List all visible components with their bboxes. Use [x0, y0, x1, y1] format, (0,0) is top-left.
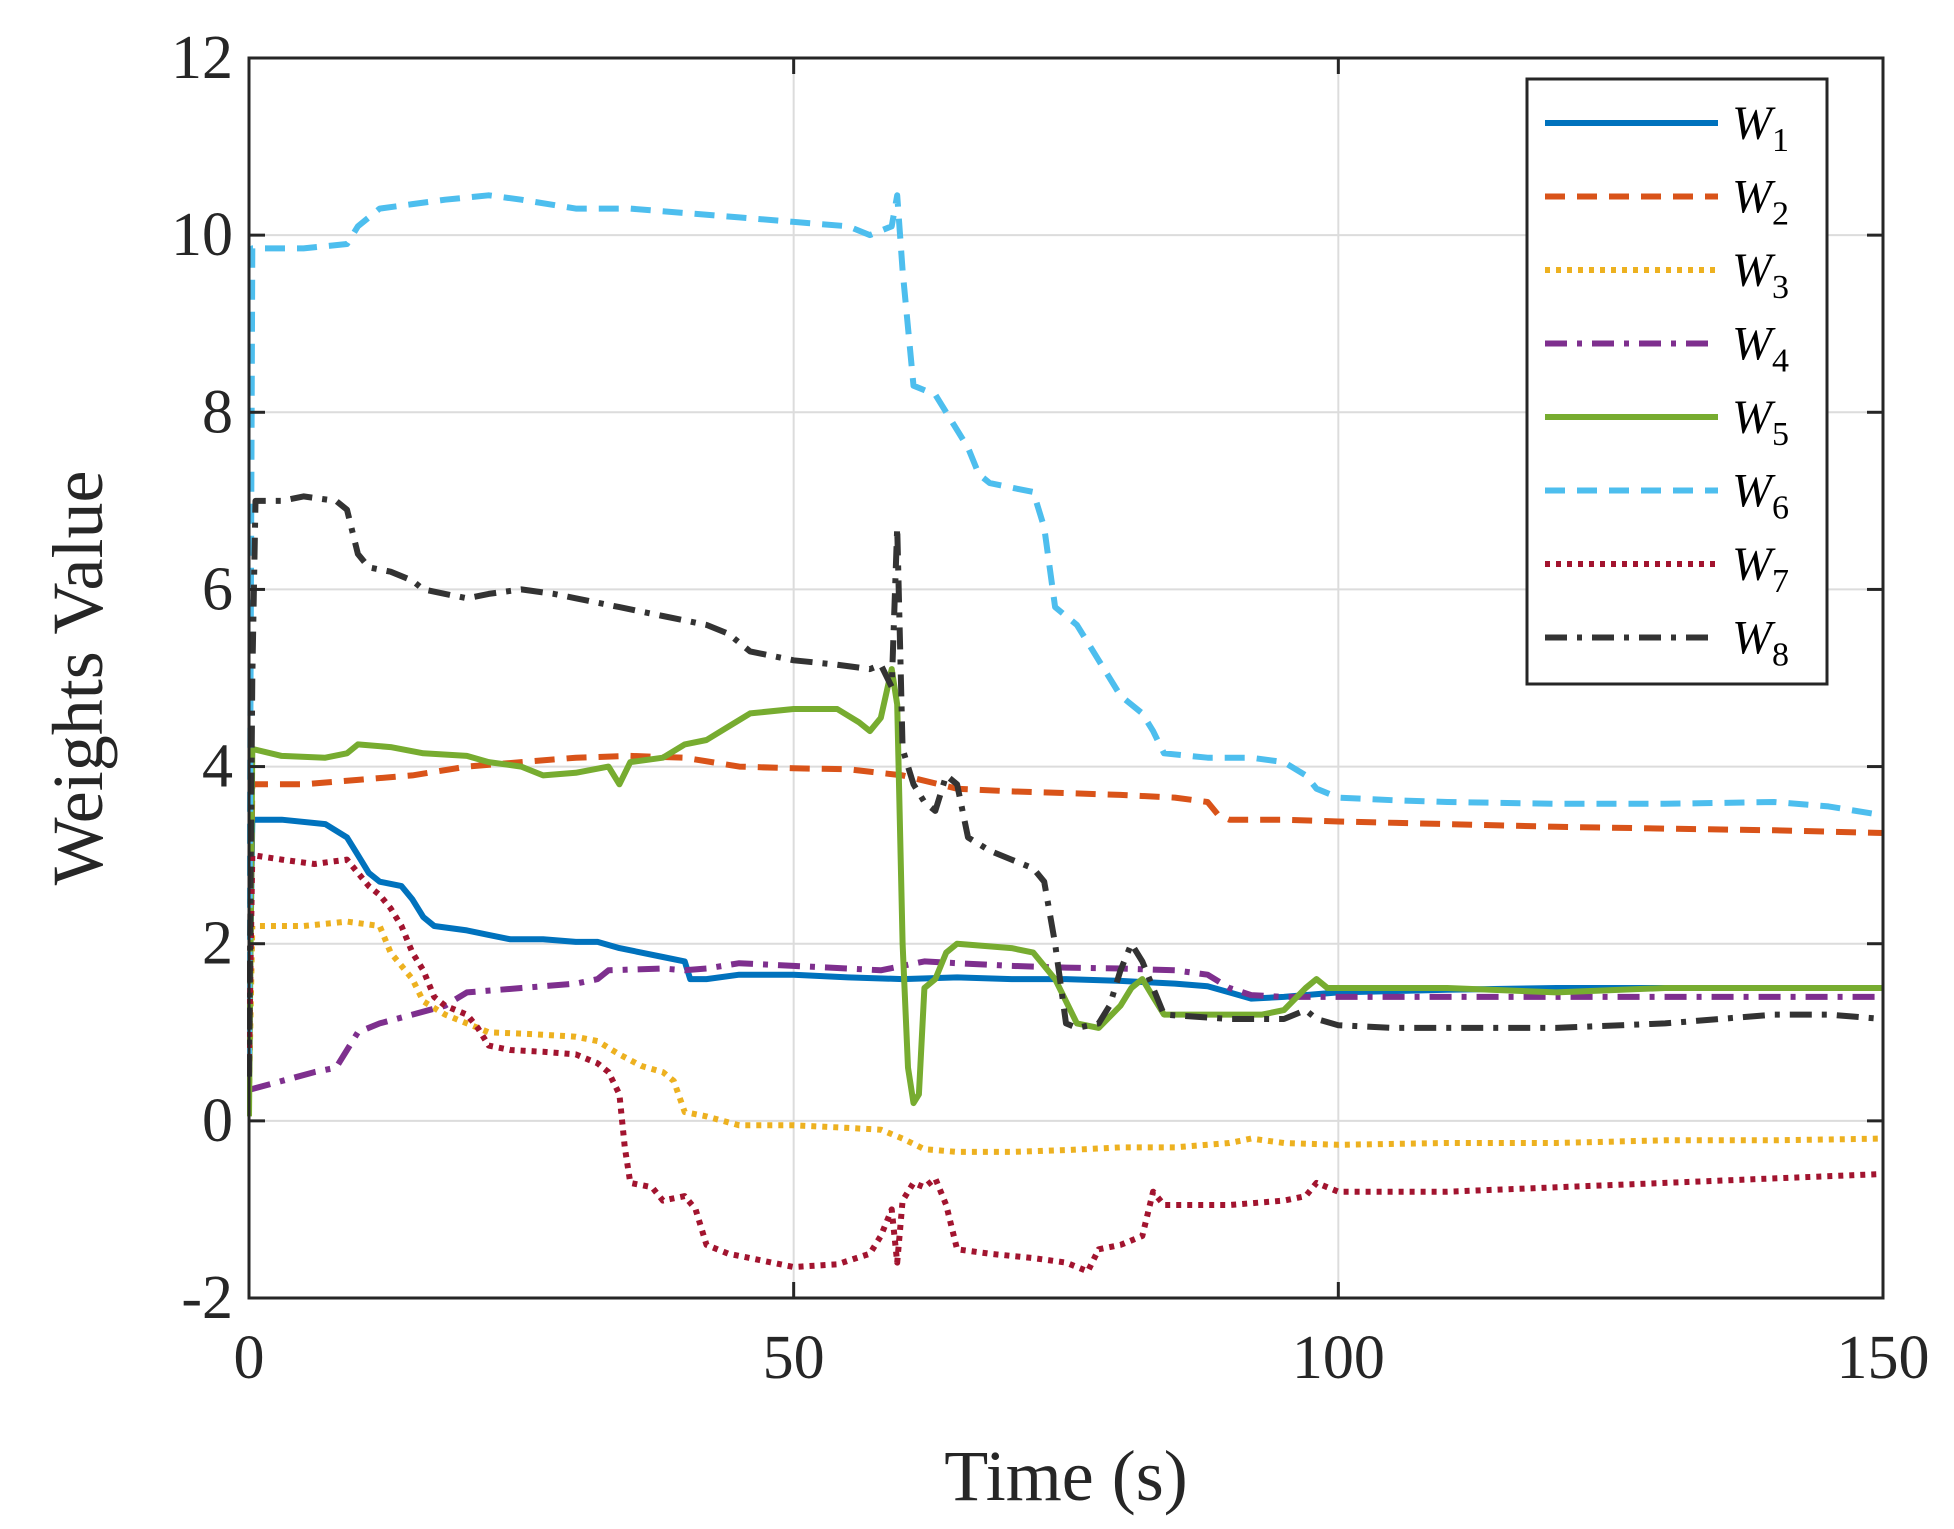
y-axis-title: Weights Value: [38, 471, 118, 886]
y-tick-label: -2: [181, 1264, 233, 1332]
legend-subscript: 3: [1772, 269, 1789, 306]
y-tick-label: 0: [202, 1087, 233, 1155]
legend-subscript: 7: [1772, 563, 1789, 600]
legend-subscript: 8: [1772, 637, 1789, 674]
legend-subscript: 5: [1772, 416, 1789, 453]
series-line-w8: [247, 493, 1883, 1077]
series-line-w5: [247, 666, 1883, 1117]
x-tick-label: 0: [234, 1324, 265, 1392]
y-tick-label: 12: [171, 24, 233, 92]
axis-ticks: [247, 56, 1885, 1300]
x-tick-labels: 0 50 100 150: [234, 1324, 1930, 1392]
y-tick-label: 6: [202, 555, 233, 623]
x-tick-label: 150: [1837, 1324, 1930, 1392]
x-axis-title: Time (s): [944, 1436, 1187, 1516]
legend-subscript: 2: [1772, 196, 1789, 233]
series-line-w4: [248, 958, 1883, 1093]
y-tick-label: 8: [202, 378, 233, 446]
x-tick-label: 100: [1292, 1324, 1385, 1392]
y-tick-label: 4: [202, 733, 233, 801]
plot-area-frame: [247, 56, 1885, 1300]
y-tick-label: 10: [171, 201, 233, 269]
legend-box: [1525, 77, 1829, 686]
series-layer: [247, 192, 1883, 1275]
series-line-w6: [247, 192, 1883, 1068]
y-tick-labels: -2 0 2 4 6 8 10 12: [171, 24, 233, 1332]
y-tick-label: 2: [202, 910, 233, 978]
legend-subscript: 4: [1772, 343, 1789, 380]
series-line-w7: [247, 852, 1883, 1275]
x-tick-label: 50: [763, 1324, 825, 1392]
legend-subscript: 1: [1772, 122, 1789, 159]
legend-subscript: 6: [1772, 490, 1789, 527]
legend-label-w5: W5: [1732, 391, 1789, 453]
